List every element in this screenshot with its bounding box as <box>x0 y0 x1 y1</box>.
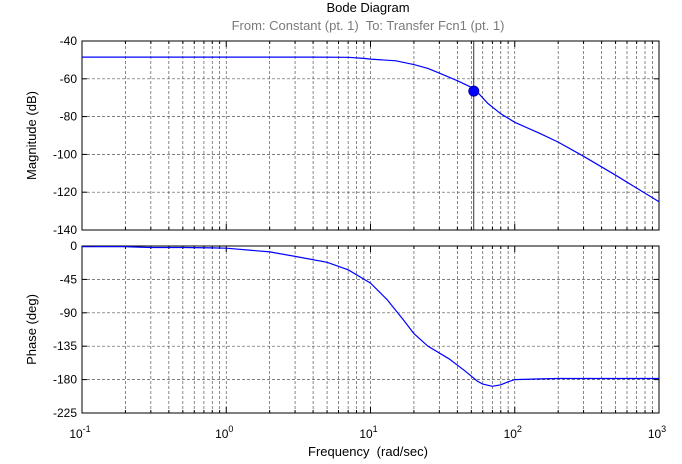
magnitude-data-marker[interactable] <box>468 85 480 97</box>
y-tick-label: -80 <box>60 110 78 124</box>
x-tick-base: 10 <box>648 427 662 441</box>
y-tick-label: -225 <box>53 406 77 420</box>
y-tick-label: -135 <box>53 339 77 353</box>
y-tick-label: -40 <box>60 34 78 48</box>
y-tick-label: -45 <box>60 272 78 286</box>
x-tick-base: 10 <box>504 427 518 441</box>
x-tick-label: 10-1 <box>69 424 90 441</box>
magnitude-y-axis-label: Magnitude (dB) <box>24 91 39 180</box>
x-tick-label: 103 <box>648 424 666 441</box>
phase-grid <box>82 245 659 414</box>
x-tick-base: 10 <box>69 427 83 441</box>
y-tick-label: -100 <box>53 147 77 161</box>
y-tick-label: -140 <box>53 223 77 237</box>
phase-series-line <box>82 246 659 387</box>
chart-title: Bode Diagram <box>326 0 409 15</box>
x-tick-base: 10 <box>215 427 229 441</box>
x-tick-exponent: 2 <box>517 424 522 434</box>
y-tick-label: -90 <box>60 306 78 320</box>
x-axis-ticks: 10-1 100 101 102 103 <box>69 424 666 441</box>
y-tick-label: -60 <box>60 72 78 86</box>
y-tick-label: -120 <box>53 185 77 199</box>
y-tick-label: -180 <box>53 373 77 387</box>
phase-y-axis-label: Phase (deg) <box>24 294 39 365</box>
magnitude-grid <box>82 40 659 231</box>
x-tick-base: 10 <box>359 427 373 441</box>
x-axis-label: Frequency (rad/sec) <box>308 444 428 459</box>
x-tick-exponent: -1 <box>83 424 91 434</box>
phase-plot: 0 -45 -90 -135 -180 -225 Phase (deg) <box>24 239 660 420</box>
magnitude-plot: -40 -60 -80 -100 -120 -140 Magnitude (dB) <box>24 34 660 237</box>
x-tick-label: 100 <box>215 424 233 441</box>
phase-y-ticks: 0 -45 -90 -135 -180 -225 <box>53 239 77 420</box>
magnitude-y-ticks: -40 -60 -80 -100 -120 -140 <box>53 34 77 237</box>
x-tick-label: 102 <box>504 424 522 441</box>
x-tick-exponent: 3 <box>661 424 666 434</box>
x-tick-exponent: 0 <box>228 424 233 434</box>
x-tick-exponent: 1 <box>373 424 378 434</box>
x-tick-label: 101 <box>359 424 377 441</box>
y-tick-label: 0 <box>70 239 77 253</box>
chart-subtitle: From: Constant (pt. 1) To: Transfer Fcn1… <box>232 18 505 33</box>
magnitude-series-line <box>82 56 660 203</box>
